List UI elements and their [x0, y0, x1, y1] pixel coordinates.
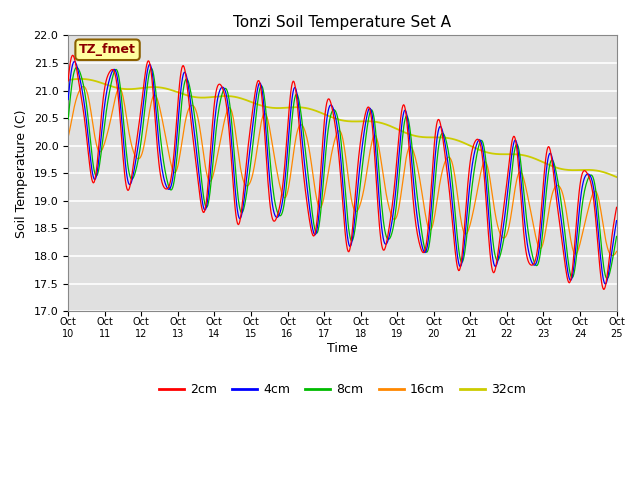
Text: TZ_fmet: TZ_fmet: [79, 43, 136, 56]
Y-axis label: Soil Temperature (C): Soil Temperature (C): [15, 109, 28, 238]
Title: Tonzi Soil Temperature Set A: Tonzi Soil Temperature Set A: [234, 15, 451, 30]
Legend: 2cm, 4cm, 8cm, 16cm, 32cm: 2cm, 4cm, 8cm, 16cm, 32cm: [154, 378, 531, 401]
X-axis label: Time: Time: [327, 342, 358, 355]
